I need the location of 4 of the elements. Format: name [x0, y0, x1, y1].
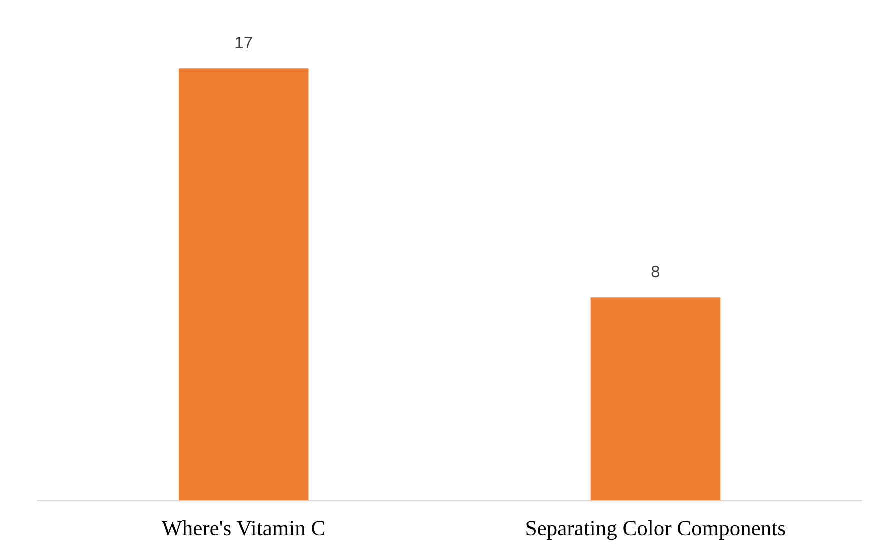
x-tick-label: Separating Color Components	[526, 520, 786, 540]
data-label: 8	[652, 266, 660, 278]
data-label: 17	[236, 37, 252, 49]
x-tick-label: Where's Vitamin C	[162, 520, 324, 536]
